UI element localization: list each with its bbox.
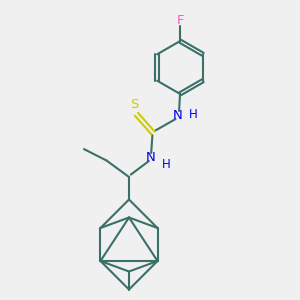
Text: N: N	[146, 151, 155, 164]
Text: F: F	[176, 14, 184, 27]
Text: N: N	[173, 109, 182, 122]
Text: S: S	[130, 98, 138, 111]
Text: H: H	[162, 158, 171, 171]
Text: H: H	[189, 107, 198, 121]
